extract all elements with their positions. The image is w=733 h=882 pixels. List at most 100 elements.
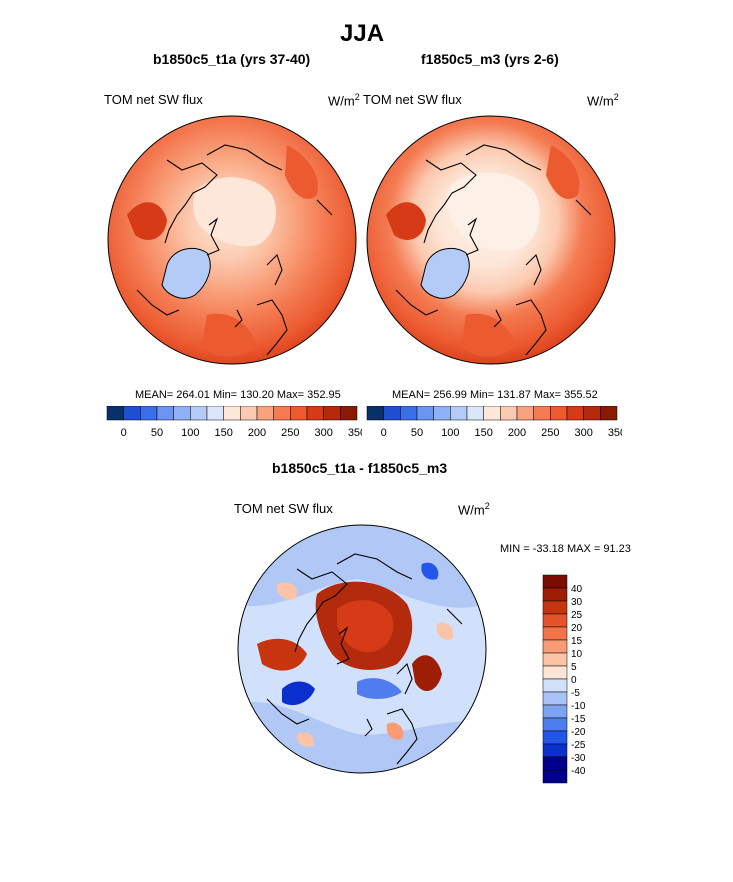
panel2-colorbar-tick: 250 <box>541 427 559 439</box>
diff-colorbar-tick: 5 <box>571 662 577 673</box>
panel2-colorbar-tick: 200 <box>508 427 526 439</box>
panel2-colorbar-box <box>566 406 584 421</box>
panel2-colorbar-tick: 300 <box>574 427 592 439</box>
panel1-colorbar-tick: 0 <box>121 427 127 439</box>
panel2-colorbar-tick: 0 <box>381 427 387 439</box>
diff-colorbar-box <box>542 639 568 654</box>
panel2-colorbar-box <box>466 406 484 421</box>
panel1-colorbar-tick: 50 <box>151 427 163 439</box>
diff-colorbar-tick: 15 <box>571 636 583 647</box>
diff-colorbar-tick: -40 <box>571 766 586 777</box>
panel1-var-label: TOM net SW flux <box>104 92 203 107</box>
diff-colorbar-box <box>542 587 568 602</box>
panel1-colorbar-box <box>256 406 274 421</box>
panel2-colorbar-box <box>500 406 518 421</box>
panel1-colorbar-box <box>240 406 258 421</box>
diff-colorbar-box <box>542 717 568 732</box>
panel1-colorbar-box <box>206 406 224 421</box>
panel2-colorbar-box <box>533 406 551 421</box>
diff-colorbar-tick: 20 <box>571 623 583 634</box>
diff-colorbar-box <box>542 743 568 758</box>
diff-colorbar-tick: -20 <box>571 727 586 738</box>
diff-colorbar-tick: 30 <box>571 597 583 608</box>
diff-colorbar-tick: -5 <box>571 688 580 699</box>
panel2-colorbar-box <box>483 406 501 421</box>
panel2-colorbar-box <box>400 406 418 421</box>
diff-units-base: W/m <box>458 502 485 518</box>
diff-colorbar-tick: -30 <box>571 753 586 764</box>
panel1-title: b1850c5_t1a (yrs 37-40) <box>153 51 311 67</box>
panel1-colorbar-box <box>290 406 308 421</box>
panel2-colorbar-box <box>583 406 601 421</box>
panel2-units-base: W/m <box>587 93 614 109</box>
diff-colorbar: 40 30 25 20 15 10 5 0 -5 -10 -15 -20 -25 -30 -40 <box>542 574 586 784</box>
panel2-colorbar-box <box>416 406 434 421</box>
panel2-colorbar-tick: 50 <box>411 427 423 439</box>
panel1-units-exp: 2 <box>354 92 360 102</box>
diff-title: b1850c5_t1a - f1850c5_m3 <box>272 460 448 476</box>
diff-colorbar-tick: -10 <box>571 701 586 712</box>
panel2-colorbar-box <box>450 406 468 421</box>
panel2-title: f1850c5_m3 (yrs 2-6) <box>421 51 559 67</box>
diff-colorbar-tick: 25 <box>571 610 583 621</box>
page-title: JJA <box>340 20 385 47</box>
panel1-polar-map <box>107 115 357 365</box>
panel2-polar-map <box>366 115 616 365</box>
diff-units: W/m2 <box>458 501 490 517</box>
diff-var-label: TOM net SW flux <box>234 501 333 516</box>
panel1-colorbar-box <box>340 406 358 421</box>
panel2-var-label: TOM net SW flux <box>363 92 462 107</box>
panel2-units: W/m2 <box>587 92 619 108</box>
diff-colorbar-box <box>542 665 568 680</box>
panel2-colorbar-box <box>366 406 384 421</box>
panel1-units: W/m2 <box>328 92 360 108</box>
panel1-colorbar-box <box>273 406 291 421</box>
panel2-colorbar-tick: 350 <box>608 427 622 439</box>
diff-colorbar-box <box>542 652 568 667</box>
panel1-colorbar-box <box>106 406 124 421</box>
panel2-colorbar-tick: 100 <box>441 427 459 439</box>
panel1-colorbar-box <box>123 406 141 421</box>
diff-colorbar-box <box>542 756 568 771</box>
panel2-colorbar: 0 50 100 150 200 250 300 350 <box>366 406 622 439</box>
panel1-colorbar: 0 50 100 150 200 250 300 350 <box>106 406 362 439</box>
diff-colorbar-box <box>542 678 568 693</box>
panel1-colorbar-tick: 200 <box>248 427 266 439</box>
diff-colorbar-box <box>542 769 568 784</box>
panel1-colorbar-box <box>190 406 208 421</box>
panel2-colorbar-box <box>383 406 401 421</box>
diff-colorbar-tick: 40 <box>571 584 583 595</box>
panel2-colorbar-box <box>433 406 451 421</box>
diff-colorbar-tick: -15 <box>571 714 586 725</box>
diff-polar-map <box>237 524 487 774</box>
panel2-colorbar-box <box>550 406 568 421</box>
panel2-colorbar-tick: 150 <box>474 427 492 439</box>
panel1-colorbar-box <box>140 406 158 421</box>
diff-colorbar-tick: 0 <box>571 675 577 686</box>
diff-colorbar-tick: 10 <box>571 649 583 660</box>
diff-colorbar-box <box>542 730 568 745</box>
panel2-stats: MEAN= 256.99 Min= 131.87 Max= 355.52 <box>392 389 598 401</box>
panel1-stats: MEAN= 264.01 Min= 130.20 Max= 352.95 <box>135 389 341 401</box>
panel1-colorbar-box <box>173 406 191 421</box>
panel1-colorbar-box <box>323 406 341 421</box>
diff-colorbar-box <box>542 600 568 615</box>
panel1-colorbar-box <box>306 406 324 421</box>
panel2-colorbar-box <box>600 406 618 421</box>
diff-colorbar-box <box>542 626 568 641</box>
panel1-colorbar-tick: 100 <box>181 427 199 439</box>
panel2-units-exp: 2 <box>613 92 619 102</box>
diff-colorbar-box <box>542 613 568 628</box>
diff-units-exp: 2 <box>484 501 490 511</box>
panel1-colorbar-tick: 250 <box>281 427 299 439</box>
diff-colorbar-tick: -25 <box>571 740 586 751</box>
panel1-colorbar-box <box>156 406 174 421</box>
panel1-colorbar-tick: 300 <box>314 427 332 439</box>
panel1-units-base: W/m <box>328 93 355 109</box>
panel2-colorbar-box <box>516 406 534 421</box>
panel1-colorbar-tick: 350 <box>348 427 362 439</box>
diff-colorbar-box <box>542 574 568 589</box>
diff-colorbar-box <box>542 691 568 706</box>
diff-colorbar-box <box>542 704 568 719</box>
panel1-colorbar-box <box>223 406 241 421</box>
